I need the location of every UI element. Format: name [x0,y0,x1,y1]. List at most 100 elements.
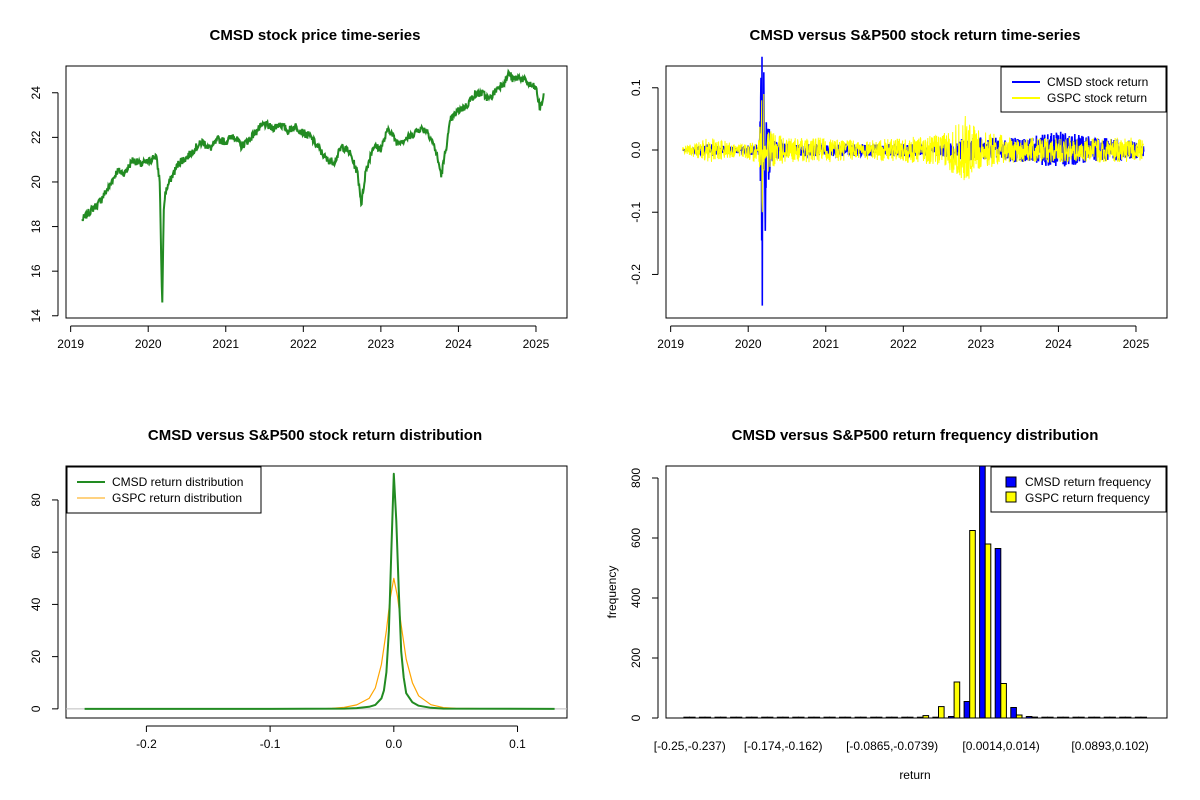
cmsd-frequency-bar [776,716,784,719]
x-tick-label: 2021 [812,337,839,351]
plot-frame [665,465,1168,719]
chart-title: CMSD versus S&P500 stock return distribu… [148,427,482,444]
cmsd-frequency-bar [1119,716,1126,719]
x-tick-label: [-0.25,-0.237) [654,739,726,753]
x-tick-label: [-0.174,-0.162) [744,739,823,753]
cmsd-frequency-bar [916,716,924,719]
cmsd-frequency-bar [807,716,815,719]
cmsd-frequency-bar [683,716,691,719]
gspc-frequency-bar [1000,683,1007,719]
gspc-frequency-bar [922,715,930,719]
cmsd-frequency-bar [870,716,877,719]
legend-label-cmsd: CMSD return frequency [1025,475,1151,489]
gspc-frequency-bar [797,716,805,719]
gspc-frequency-bar [984,543,992,719]
gspc-frequency-bar [1031,716,1039,719]
gspc-density-line [319,577,506,710]
legend-swatch-gspc [1005,491,1017,503]
gspc-frequency-bar [751,716,758,719]
chart-title: CMSD versus S&P500 stock return time-ser… [750,27,1081,44]
cmsd-frequency-bar [1072,716,1080,719]
y-tick-label: -0.1 [629,202,643,223]
y-tick-label: 24 [29,86,43,100]
return-line-marks [681,56,1145,306]
x-tick-label: 2020 [735,337,762,351]
y-tick-label: 200 [629,648,643,668]
cmsd-frequency-bar [885,716,893,719]
y-tick-label: 0.1 [629,79,643,96]
cmsd-frequency-bar [854,716,862,719]
y-axis: 0 20 40 60 80 [29,493,59,712]
gspc-frequency-bar [1109,716,1116,719]
legend: CMSD stock return GSPC stock return [1000,66,1167,113]
cmsd-frequency-bar [698,716,706,719]
legend-box [990,466,1167,513]
gspc-return-line [681,93,1145,213]
cmsd-frequency-bar [901,716,908,719]
price-line [81,68,545,303]
y-tick-label: -0.2 [629,264,643,285]
cmsd-frequency-bar [979,465,986,719]
cmsd-frequency-bar [1057,716,1064,719]
chart-title: CMSD versus S&P500 return frequency dist… [732,427,1099,444]
x-tick-label: 2024 [445,337,472,351]
y-tick-label: 22 [29,130,43,144]
chart-title: CMSD stock price time-series [210,27,421,44]
y-tick-label: 16 [29,264,43,278]
legend-swatch-cmsd [1005,476,1017,488]
gspc-frequency-bar [813,716,821,719]
y-axis-label: frequency [605,566,619,619]
x-tick-label: 0.1 [509,737,526,751]
gspc-frequency-bar [969,530,976,719]
gspc-frequency-bar [860,716,867,719]
legend: CMSD return distribution GSPC return dis… [66,466,262,514]
y-tick-label: 60 [29,545,43,559]
gspc-frequency-bar [1093,716,1101,719]
x-tick-label: 2024 [1045,337,1072,351]
legend-label-gspc: GSPC return frequency [1025,491,1150,505]
x-tick-label: [0.0014,0.014) [962,739,1039,753]
y-tick-label: 0 [629,714,643,721]
x-axis: [-0.25,-0.237) [-0.174,-0.162) [-0.0865,-0… [654,739,1149,753]
cmsd-frequency-bar [1025,716,1033,719]
legend-box [1000,66,1167,113]
y-tick-label: 0.0 [629,141,643,158]
cmsd-frequency-bar [761,716,768,719]
legend-label-cmsd: CMSD return distribution [112,475,243,489]
y-tick-label: 20 [29,175,43,189]
gspc-frequency-bar [1015,714,1023,719]
cmsd-frequency-bar [714,716,722,719]
x-tick-label: 2021 [212,337,239,351]
gspc-frequency-bar [704,716,712,719]
density-line-marks [66,472,567,710]
x-tick-label: -0.2 [136,737,157,751]
gspc-frequency-bar [938,706,945,719]
x-tick-label: 0.0 [385,737,402,751]
cmsd-frequency-bar [1041,716,1049,719]
panel-return-timeseries: CMSD versus S&P500 stock return time-ser… [629,27,1168,351]
x-axis: 2019 2020 2021 2022 2023 2024 2025 [57,325,550,351]
cmsd-frequency-bar [994,548,1002,719]
gspc-frequency-bar [1078,716,1085,719]
x-tick-label: 2025 [1123,337,1150,351]
cmsd-density-line [84,472,555,710]
cmsd-frequency-bar [948,716,955,719]
gspc-frequency-bar [782,716,790,719]
panel-price-timeseries: CMSD stock price time-series 2019 2020 202… [29,27,568,351]
legend-label-gspc: GSPC stock return [1047,91,1147,105]
plot-frame [665,65,1168,319]
y-tick-label: 600 [629,528,643,548]
gspc-frequency-bar [689,716,696,719]
x-tick-label: 2023 [968,337,995,351]
gspc-frequency-bar [953,681,961,719]
y-tick-label: 0 [29,705,43,712]
panel-return-frequency: CMSD versus S&P500 return frequency dist… [605,427,1168,782]
legend: CMSD return frequency GSPC return freque… [990,466,1167,513]
y-tick-label: 14 [29,309,43,323]
x-tick-label: -0.1 [260,737,281,751]
gspc-frequency-bar [720,716,727,719]
y-tick-label: 400 [629,588,643,608]
histogram-bar-marks [683,465,1148,719]
